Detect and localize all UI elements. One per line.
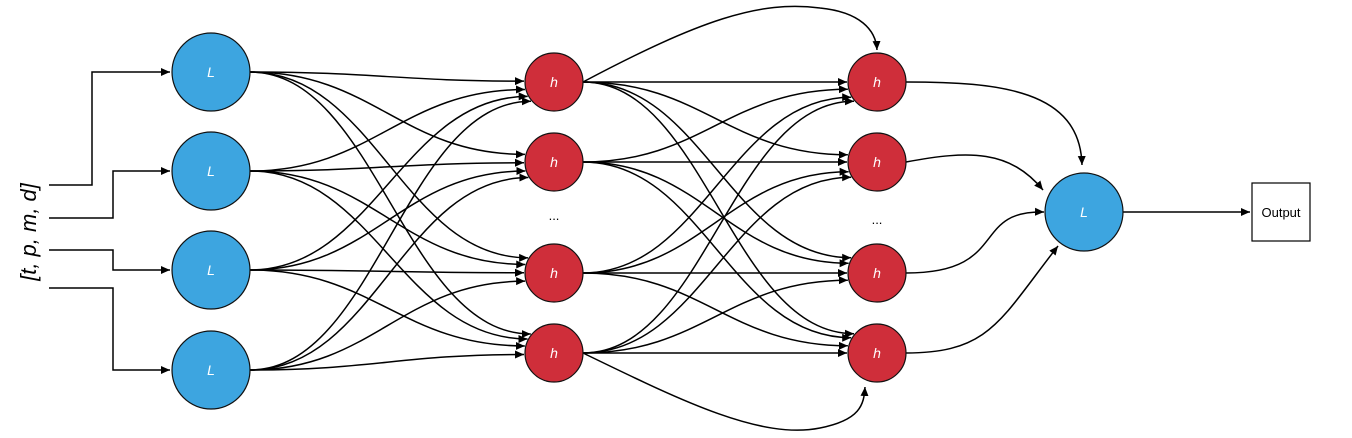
hidden2-node-3-label: h [873, 265, 881, 281]
edge-input4-h1-4 [249, 350, 525, 371]
hidden1-node-2-label: h [550, 154, 558, 170]
hidden-layer-1: h h h h ... [524, 52, 584, 383]
edge-h1-1-h2-3 [582, 81, 852, 262]
connections [49, 5, 1250, 431]
hidden2-node-3 [847, 243, 907, 303]
hidden2-node-2 [847, 132, 907, 192]
edge-h2-2-output [905, 154, 1044, 191]
edge-h1-4-h2-3 [582, 276, 848, 354]
input-node-4-label: L [207, 362, 215, 378]
edge-h1-2-h2-4 [582, 161, 852, 342]
edge-h1-2-h2-3 [582, 161, 849, 268]
input-line-2 [49, 167, 170, 219]
edge-h1-3-h2-4 [582, 272, 848, 350]
output-node [1044, 172, 1124, 252]
output-layer: L [1044, 172, 1124, 252]
hidden2-node-2-label: h [873, 154, 881, 170]
input-node-4 [171, 330, 251, 410]
edge-input4-h1-1 [249, 97, 532, 371]
edge-top-arc [582, 5, 881, 83]
hidden1-node-1-label: h [550, 74, 558, 90]
edge-h1-2-h2-1 [582, 85, 848, 163]
edge-h1-4-h2-2 [582, 173, 852, 354]
hidden-layer-2: h h h h ... [847, 52, 907, 383]
edge-h1-1-h2-4 [582, 81, 855, 338]
hidden1-node-3-label: h [550, 265, 558, 281]
edge-input1-h1-1 [249, 71, 525, 86]
edge-input1-h1-2 [249, 71, 525, 159]
output-box-frame [1251, 182, 1311, 242]
edge-h2-3-output [905, 207, 1045, 274]
hidden1-node-1 [524, 52, 584, 112]
input-node-1 [171, 32, 251, 112]
input-line-1 [49, 68, 170, 186]
input-node-1-label: L [207, 64, 215, 80]
edge-input2-h1-1 [249, 85, 525, 172]
hidden1-node-4 [524, 323, 584, 383]
edge-input3-h1-1 [249, 92, 528, 271]
edge-input2-h1-2 [249, 158, 525, 172]
input-node-3-label: L [207, 262, 215, 278]
hidden2-node-1 [847, 52, 907, 112]
edge-h1-4-h2-1 [582, 97, 855, 354]
edge-input4-h1-2 [249, 173, 529, 371]
input-node-2 [171, 131, 251, 211]
edge-input3-h1-2 [249, 167, 526, 271]
edge-input4-h1-3 [249, 277, 526, 371]
edge-h2-4-output [905, 245, 1059, 354]
output-box: Output [1251, 182, 1311, 242]
edge-h1-1-h2-2 [582, 81, 848, 159]
edge-input1-h1-3 [249, 71, 529, 262]
hidden1-node-2 [524, 132, 584, 192]
hidden1-ellipsis: ... [549, 208, 560, 223]
edge-input3-h1-4 [249, 269, 525, 350]
input-node-2-label: L [207, 163, 215, 179]
hidden2-ellipsis: ... [872, 212, 883, 227]
hidden2-node-1-label: h [873, 74, 881, 90]
edge-input2-h1-3 [249, 170, 526, 269]
input-vector-label: [t, p, m, d] [16, 182, 41, 282]
hidden2-node-4-label: h [873, 345, 881, 361]
input-layer: L L L L [171, 32, 251, 410]
hidden1-node-4-label: h [550, 345, 558, 361]
hidden2-node-4 [847, 323, 907, 383]
edge-input2-h1-4 [249, 170, 528, 343]
edge-bottom-arc [582, 352, 869, 431]
edge-h2-1-output [905, 81, 1086, 166]
edge-input3-h1-3 [249, 268, 525, 277]
input-line-4 [49, 287, 170, 374]
input-node-3 [171, 230, 251, 310]
input-line-3 [49, 249, 170, 274]
hidden1-node-3 [524, 243, 584, 303]
output-node-label: L [1080, 204, 1088, 220]
edge-h1-3-h2-1 [582, 93, 852, 274]
edge-input1-h1-4 [249, 71, 531, 338]
edge-h1-3-h2-2 [582, 167, 849, 274]
output-box-label: Output [1261, 205, 1300, 220]
